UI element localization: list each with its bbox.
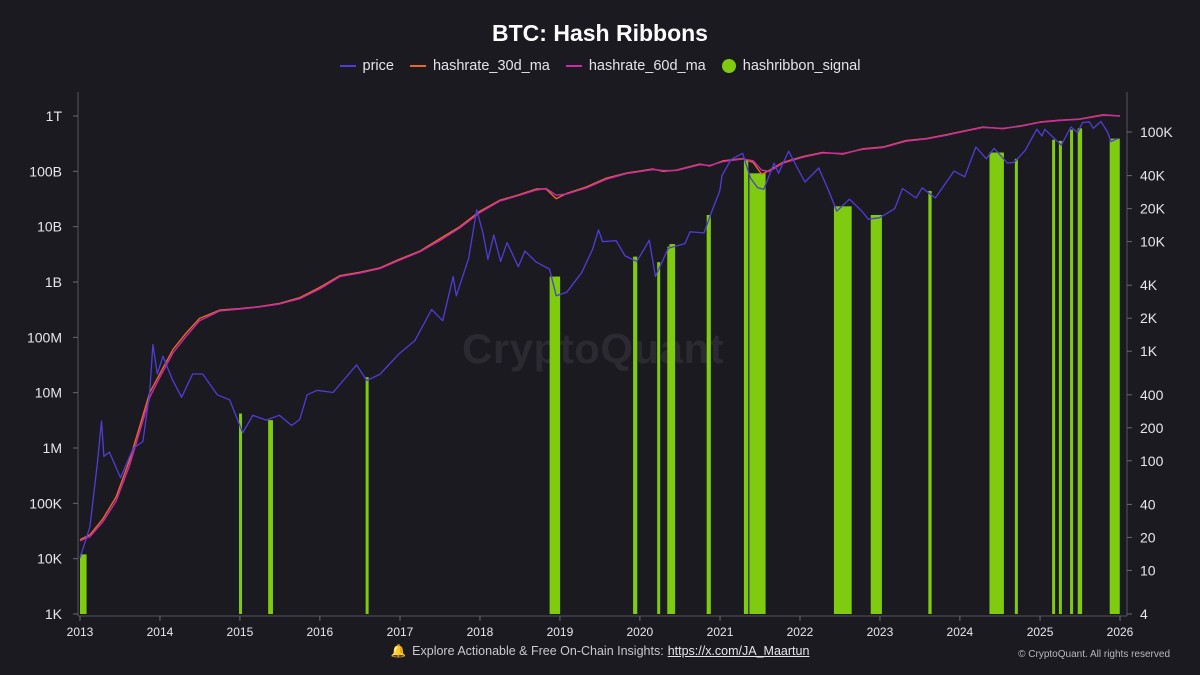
hashrate-60d-ma-line [79, 114, 1120, 542]
right-tick-label: 1K [1140, 343, 1158, 359]
hashribbon-signal-bar [749, 173, 766, 614]
chart-title: BTC: Hash Ribbons [492, 20, 708, 46]
x-tick-label: 2023 [867, 625, 894, 639]
right-tick-label: 40K [1140, 168, 1166, 184]
x-tick-label: 2019 [547, 625, 574, 639]
legend-label-hashrate-30d: hashrate_30d_ma [432, 58, 550, 74]
legend-swatch-hashrate-60d [565, 65, 582, 67]
right-tick-label: 4K [1140, 277, 1158, 293]
x-tick-label: 2014 [147, 625, 174, 639]
price-line [79, 120, 1118, 559]
x-tick-label: 2017 [387, 625, 414, 639]
left-tick-label: 1B [45, 274, 62, 290]
left-tick-label: 1K [45, 606, 63, 622]
x-tick-label: 2018 [467, 625, 494, 639]
legend: price hashrate_30d_ma hashrate_60d_ma ha… [0, 58, 1200, 74]
x-tick-label: 2016 [306, 625, 333, 639]
hashribbon-signal-bar [365, 377, 369, 614]
hashribbon-signal-bar [1014, 158, 1018, 615]
footer: 🔔 Explore Actionable & Free On-Chain Insi… [0, 644, 1200, 659]
right-tick-label: 4 [1140, 606, 1148, 622]
legend-swatch-price [339, 65, 356, 67]
x-tick-label: 2024 [947, 625, 974, 639]
left-tick-label: 1M [43, 440, 62, 456]
right-tick-label: 20K [1140, 201, 1166, 217]
x-tick-label: 2015 [227, 625, 254, 639]
right-tick-label: 100 [1140, 453, 1164, 469]
left-tick-label: 100M [27, 329, 62, 345]
x-tick-label: 2025 [1027, 625, 1054, 639]
right-tick-label: 10K [1140, 234, 1166, 250]
hashribbon-signal-bar [870, 214, 882, 615]
left-tick-label: 100B [29, 163, 62, 179]
left-tick-label: 10K [37, 551, 63, 567]
right-tick-label: 10 [1140, 562, 1156, 578]
hashribbon-signal-bar [1052, 139, 1056, 615]
hashribbon-signal-bar [80, 554, 87, 614]
x-tick-label: 2021 [707, 625, 734, 639]
right-tick-label: 400 [1140, 387, 1164, 403]
right-tick-label: 40 [1140, 496, 1156, 512]
bell-icon: 🔔 [390, 644, 407, 658]
legend-item-hashribbon-signal[interactable]: hashribbon_signal [721, 58, 861, 74]
x-tick-label: 2026 [1107, 625, 1134, 639]
watermark: CryptoQuant [462, 325, 725, 372]
legend-label-price: price [362, 58, 394, 74]
x-tick-label: 2022 [787, 625, 814, 639]
legend-label-hashrate-60d: hashrate_60d_ma [588, 58, 706, 74]
footer-link[interactable]: https://x.com/JA_Maartun [667, 644, 810, 658]
hashribbon-signal-bar [743, 160, 749, 614]
legend-item-hashrate-60d[interactable]: hashrate_60d_ma [565, 58, 706, 74]
footer-text: Explore Actionable & Free On-Chain Insig… [412, 644, 664, 658]
hashribbon-signal-bar [669, 244, 676, 615]
right-tick-label: 200 [1140, 420, 1164, 436]
legend-label-hashribbon-signal: hashribbon_signal [742, 58, 861, 74]
hashribbon-signal-bar [1109, 138, 1120, 615]
hashribbon-signal-bar [633, 256, 638, 614]
x-tick-label: 2013 [67, 625, 94, 639]
hashribbon-signal-bar [928, 190, 932, 614]
legend-swatch-hashribbon-signal [721, 59, 736, 73]
hashribbon-signal-bar [239, 413, 243, 614]
right-tick-label: 2K [1140, 310, 1158, 326]
copyright: © CryptoQuant. All rights reserved [1018, 649, 1170, 660]
left-tick-label: 10M [35, 385, 62, 401]
hashribbon-signal-bar [268, 420, 273, 614]
legend-item-price[interactable]: price [339, 58, 394, 74]
left-tick-label: 10B [37, 219, 62, 235]
right-tick-label: 20 [1140, 529, 1156, 545]
hashribbon-signal-bar [706, 214, 711, 615]
hashribbon-signal-bar [549, 276, 561, 614]
x-tick-label: 2020 [627, 625, 654, 639]
hashribbon-signal-bar [1070, 129, 1074, 615]
legend-item-hashrate-30d[interactable]: hashrate_30d_ma [409, 58, 550, 74]
hashribbon-signal-bar [989, 152, 1004, 615]
hashribbon-signal-bar [1077, 128, 1083, 614]
left-tick-label: 1T [46, 108, 63, 124]
hashrate-30d-ma-line [79, 114, 1120, 541]
hashribbon-signal-bar [657, 262, 661, 614]
left-tick-label: 100K [29, 495, 62, 511]
hashribbon-signal-bar [1058, 140, 1062, 614]
hashribbon-signal-bar [667, 246, 671, 615]
right-tick-label: 100K [1140, 124, 1173, 140]
hashribbon-signal-bar [833, 206, 852, 614]
legend-swatch-hashrate-30d [409, 65, 426, 67]
